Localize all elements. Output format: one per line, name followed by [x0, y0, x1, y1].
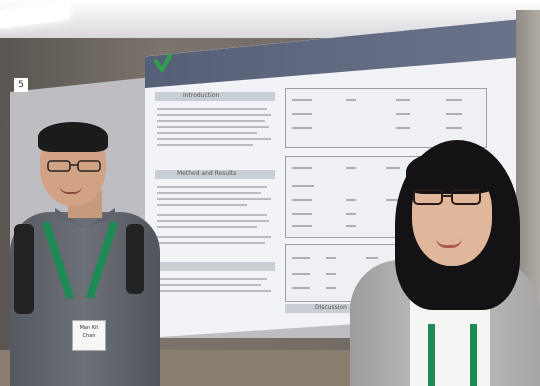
- section-subheading: Method and Results: [177, 170, 237, 177]
- section-heading-bar: [155, 92, 275, 101]
- section-heading: Introduction: [183, 92, 220, 99]
- results-table-1: [285, 88, 487, 148]
- discussion-heading: Discussion: [315, 304, 347, 311]
- section-heading-bar: [155, 170, 275, 179]
- poster: The Role of Parental Caring in the Assoc…: [145, 18, 530, 338]
- backpack-strap: [14, 224, 34, 314]
- hair: [38, 122, 108, 152]
- backpack-strap: [126, 224, 144, 294]
- section-heading-bar: [155, 262, 275, 271]
- checkmark-logo-icon: [153, 48, 175, 74]
- name-badge: Man Kit Chan: [72, 320, 106, 351]
- lanyard: [428, 324, 435, 386]
- mouth: [60, 186, 82, 194]
- bangs: [406, 150, 500, 194]
- poster-left-column: Introduction Method and Results: [155, 86, 275, 326]
- discussion-heading-bar: [285, 304, 395, 313]
- glasses-icon: [412, 188, 482, 206]
- badge-line-2: Chan: [82, 333, 96, 339]
- person-left: Man Kit Chan: [0, 120, 170, 386]
- person-right: [340, 140, 540, 386]
- mouth: [436, 238, 462, 248]
- board-number-label: 5: [14, 78, 28, 92]
- glasses-icon: [46, 158, 102, 172]
- lanyard: [470, 324, 477, 386]
- badge-line-1: Man Kit: [79, 325, 99, 331]
